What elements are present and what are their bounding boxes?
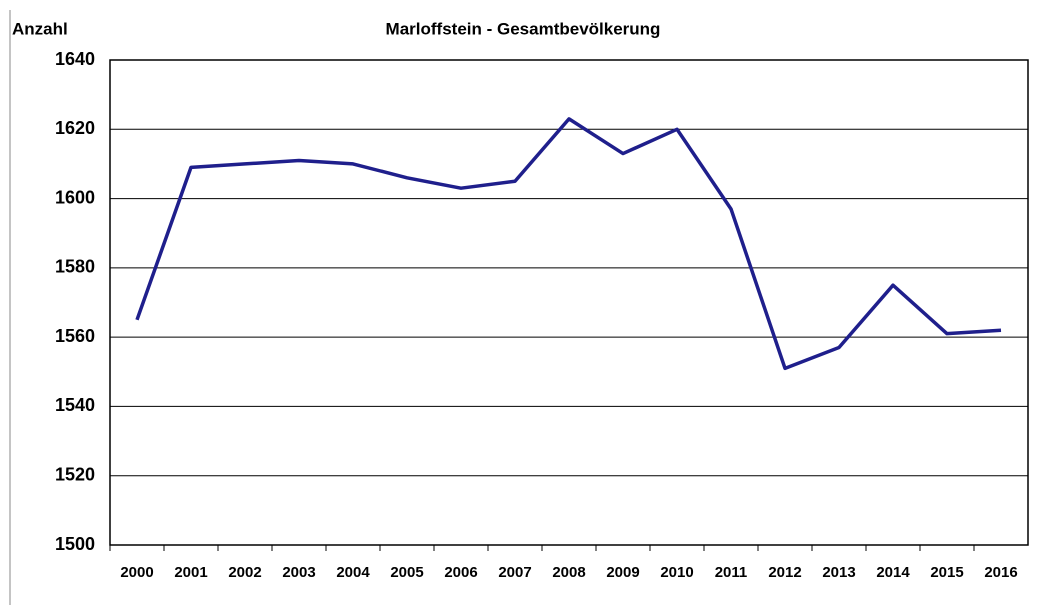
data-line: [135, 117, 1002, 371]
x-tick-label: 2002: [228, 564, 261, 581]
x-tick-label: 2010: [660, 564, 693, 581]
y-tick-label: 1620: [55, 118, 95, 138]
x-tick-label: 2007: [498, 564, 531, 581]
x-tick-label: 2004: [336, 564, 370, 581]
x-tick-label: 2014: [876, 564, 910, 581]
y-tick-label: 1520: [55, 464, 95, 484]
x-tick-label: 2006: [444, 564, 477, 581]
x-tick-label: 2016: [984, 564, 1017, 581]
y-tick-label: 1600: [55, 187, 95, 207]
x-tick-label: 2009: [606, 564, 639, 581]
x-tick-label: 2003: [282, 564, 315, 581]
y-tick-label: 1580: [55, 257, 95, 277]
x-tick-label: 2011: [715, 564, 748, 581]
y-tick-label: 1640: [55, 49, 95, 69]
plot-frame: [109, 59, 1029, 546]
x-tick-label: 2015: [930, 564, 963, 581]
y-axis-label: Anzahl: [12, 19, 68, 38]
x-tick-label: 2001: [174, 564, 207, 581]
x-tick-label: 2012: [768, 564, 801, 581]
y-tick-label: 1540: [55, 395, 95, 415]
x-tick-label: 2000: [120, 564, 153, 581]
chart-title: Marloffstein - Gesamtbevölkerung: [386, 19, 661, 38]
x-tick-label: 2005: [390, 564, 423, 581]
x-tick-label: 2013: [822, 564, 855, 581]
y-tick-label: 1500: [55, 534, 95, 554]
y-tick-label: 1560: [55, 326, 95, 346]
x-tick-label: 2008: [552, 564, 585, 581]
